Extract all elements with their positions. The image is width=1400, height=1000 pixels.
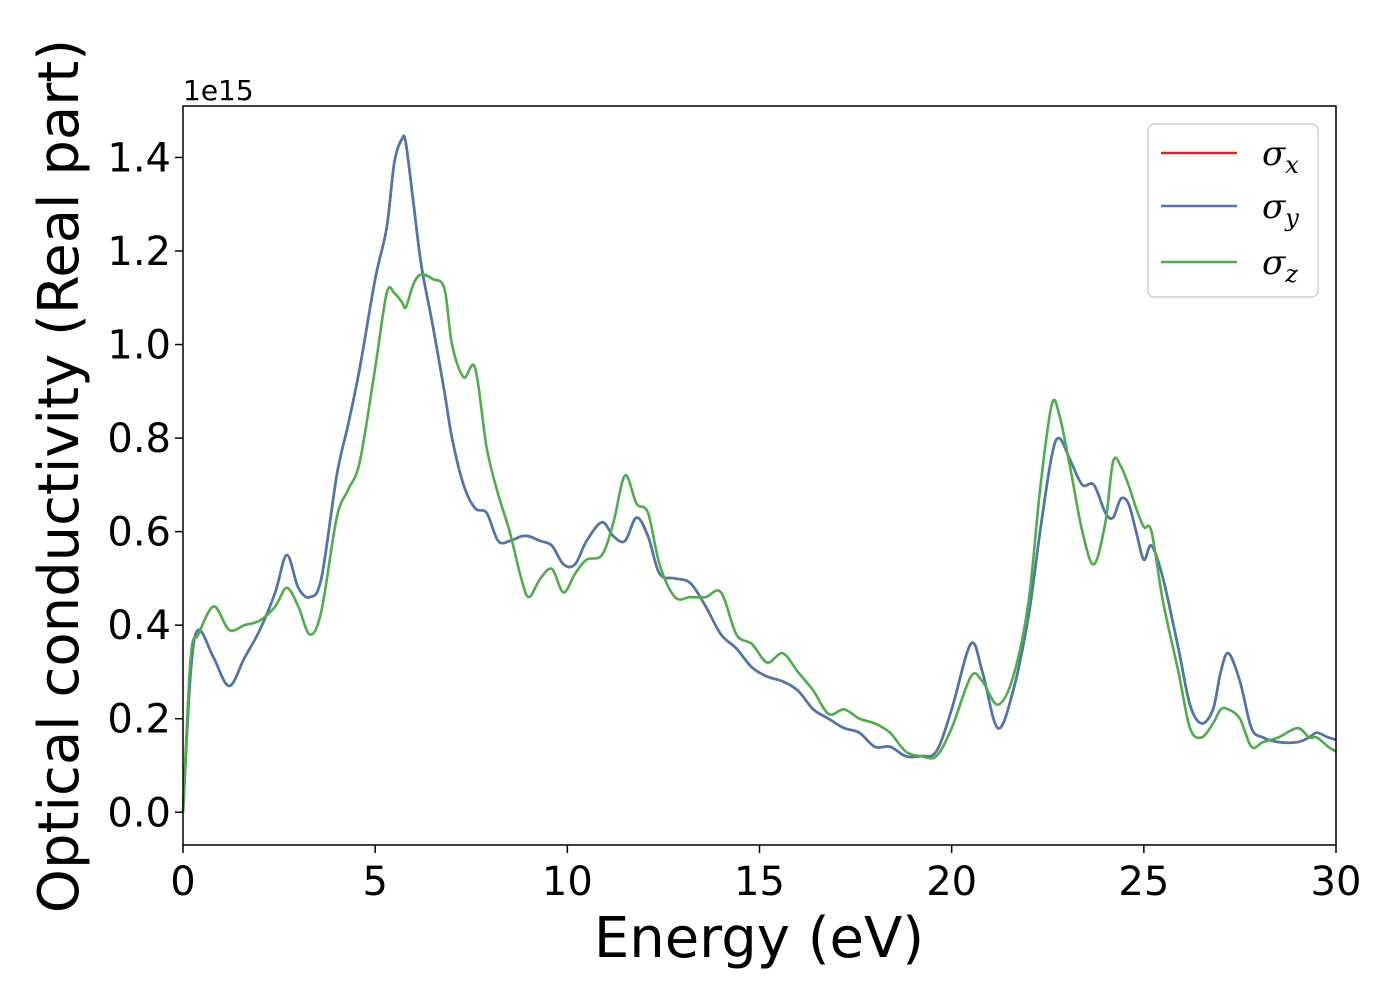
x-tick-label: 20 bbox=[926, 859, 977, 905]
legend-label-sigma-y: σy bbox=[1262, 187, 1299, 232]
y-tick-label: 1.4 bbox=[107, 135, 171, 181]
legend-box bbox=[1147, 123, 1319, 298]
y-tick-label: 1.2 bbox=[107, 229, 171, 275]
plot-lines bbox=[181, 134, 1337, 813]
legend: σx σy σz bbox=[1147, 123, 1319, 298]
x-tick-label: 25 bbox=[1118, 859, 1169, 905]
y-axis-title: Optical conductivity (Real part) bbox=[27, 39, 92, 913]
y-tick-label: 0.4 bbox=[107, 603, 171, 649]
y-tick-label: 0.6 bbox=[107, 510, 171, 556]
x-tick-label: 30 bbox=[1311, 859, 1362, 905]
x-axis-ticks: 0 5 10 15 20 25 30 bbox=[170, 845, 1361, 905]
series-line-sigma-y bbox=[181, 134, 1337, 813]
x-tick-label: 0 bbox=[170, 859, 195, 905]
x-tick-label: 5 bbox=[362, 859, 387, 905]
y-tick-label: 0.8 bbox=[107, 416, 171, 462]
x-tick-label: 15 bbox=[734, 859, 785, 905]
y-tick-label: 1.0 bbox=[107, 323, 171, 369]
x-tick-label: 10 bbox=[542, 859, 593, 905]
series-line-sigma-z bbox=[181, 272, 1337, 813]
y-axis-ticks: 0.0 0.2 0.4 0.6 0.8 1.0 1.2 1.4 bbox=[107, 135, 183, 836]
legend-label-sigma-z: σz bbox=[1262, 243, 1298, 288]
y-tick-label: 0.0 bbox=[107, 790, 171, 836]
y-offset-label: 1e15 bbox=[183, 74, 254, 107]
y-tick-label: 0.2 bbox=[107, 697, 171, 743]
legend-label-sigma-x: σx bbox=[1262, 134, 1299, 179]
x-axis-title: Energy (eV) bbox=[594, 906, 924, 971]
